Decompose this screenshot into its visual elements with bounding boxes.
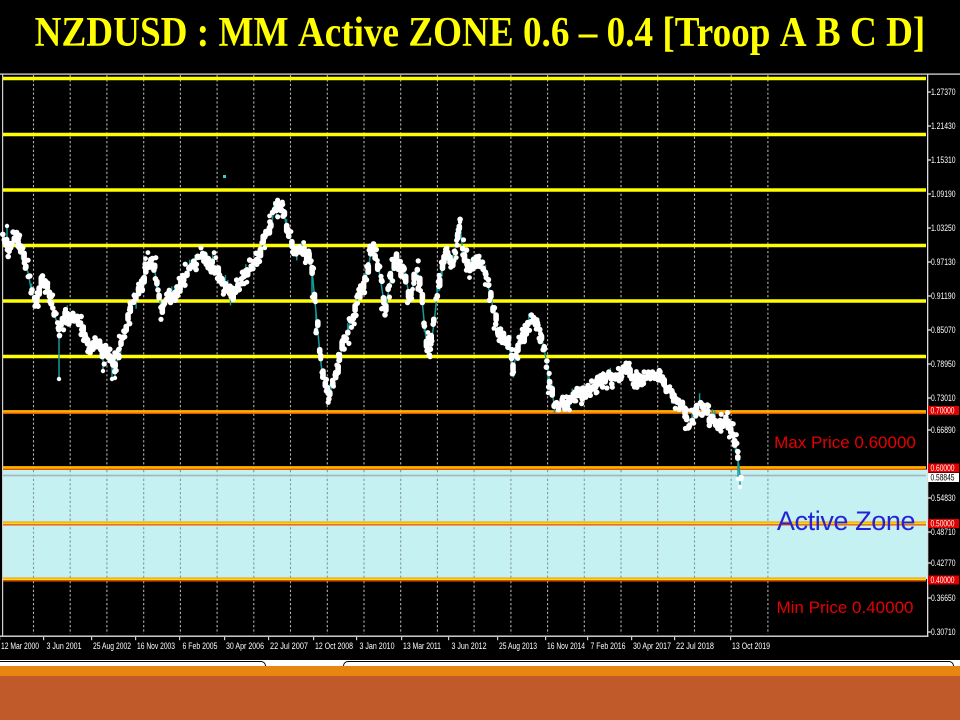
svg-text:0.97130: 0.97130 bbox=[931, 257, 956, 267]
svg-text:0.30710: 0.30710 bbox=[931, 627, 956, 637]
svg-text:Min Price 0.40000: Min Price 0.40000 bbox=[776, 598, 913, 617]
svg-text:0.48710: 0.48710 bbox=[931, 527, 956, 537]
svg-text:0.42770: 0.42770 bbox=[931, 558, 956, 568]
svg-text:30 Apr 2006: 30 Apr 2006 bbox=[226, 641, 264, 652]
svg-text:22 Jul 2007: 22 Jul 2007 bbox=[270, 641, 308, 652]
svg-text:13 Oct 2019: 13 Oct 2019 bbox=[732, 641, 770, 652]
svg-text:1.03250: 1.03250 bbox=[931, 223, 956, 233]
svg-text:3 Jun 2012: 3 Jun 2012 bbox=[452, 641, 487, 652]
svg-text:22 Jul 2018: 22 Jul 2018 bbox=[676, 641, 714, 652]
svg-text:1.09190: 1.09190 bbox=[931, 189, 956, 199]
svg-text:0.66890: 0.66890 bbox=[931, 425, 956, 435]
svg-text:30 Apr 2017: 30 Apr 2017 bbox=[633, 641, 671, 652]
svg-text:3 Jan 2010: 3 Jan 2010 bbox=[360, 641, 395, 652]
svg-text:16 Nov 2003: 16 Nov 2003 bbox=[137, 641, 175, 652]
svg-text:12 Mar 2000: 12 Mar 2000 bbox=[1, 641, 39, 652]
svg-text:16 Nov 2014: 16 Nov 2014 bbox=[547, 641, 585, 652]
svg-text:0.50000: 0.50000 bbox=[931, 519, 955, 529]
svg-text:Max Price 0.60000: Max Price 0.60000 bbox=[774, 433, 916, 452]
svg-text:Active Zone: Active Zone bbox=[777, 506, 915, 536]
svg-text:0.58845: 0.58845 bbox=[931, 473, 955, 483]
svg-text:0.85070: 0.85070 bbox=[931, 325, 956, 335]
svg-text:25 Aug 2002: 25 Aug 2002 bbox=[93, 641, 131, 652]
svg-text:13 Mar 2011: 13 Mar 2011 bbox=[403, 641, 441, 652]
svg-text:25 Aug 2013: 25 Aug 2013 bbox=[499, 641, 537, 652]
svg-text:0.60000: 0.60000 bbox=[931, 463, 955, 473]
svg-text:0.54830: 0.54830 bbox=[931, 493, 956, 503]
svg-text:0.36650: 0.36650 bbox=[931, 593, 956, 603]
svg-text:7 Feb 2016: 7 Feb 2016 bbox=[591, 641, 626, 652]
svg-text:12 Oct 2008: 12 Oct 2008 bbox=[315, 641, 353, 652]
svg-text:1.15310: 1.15310 bbox=[931, 155, 956, 165]
svg-text:1.27370: 1.27370 bbox=[931, 87, 956, 97]
svg-text:0.70000: 0.70000 bbox=[931, 406, 955, 416]
svg-text:0.73010: 0.73010 bbox=[931, 393, 956, 403]
svg-text:6 Feb 2005: 6 Feb 2005 bbox=[183, 641, 218, 652]
svg-text:0.78950: 0.78950 bbox=[931, 359, 956, 369]
svg-text:1.21430: 1.21430 bbox=[931, 121, 956, 131]
svg-text:0.91190: 0.91190 bbox=[931, 291, 956, 301]
svg-text:3 Jun 2001: 3 Jun 2001 bbox=[47, 641, 82, 652]
svg-text:0.40000: 0.40000 bbox=[931, 575, 955, 585]
